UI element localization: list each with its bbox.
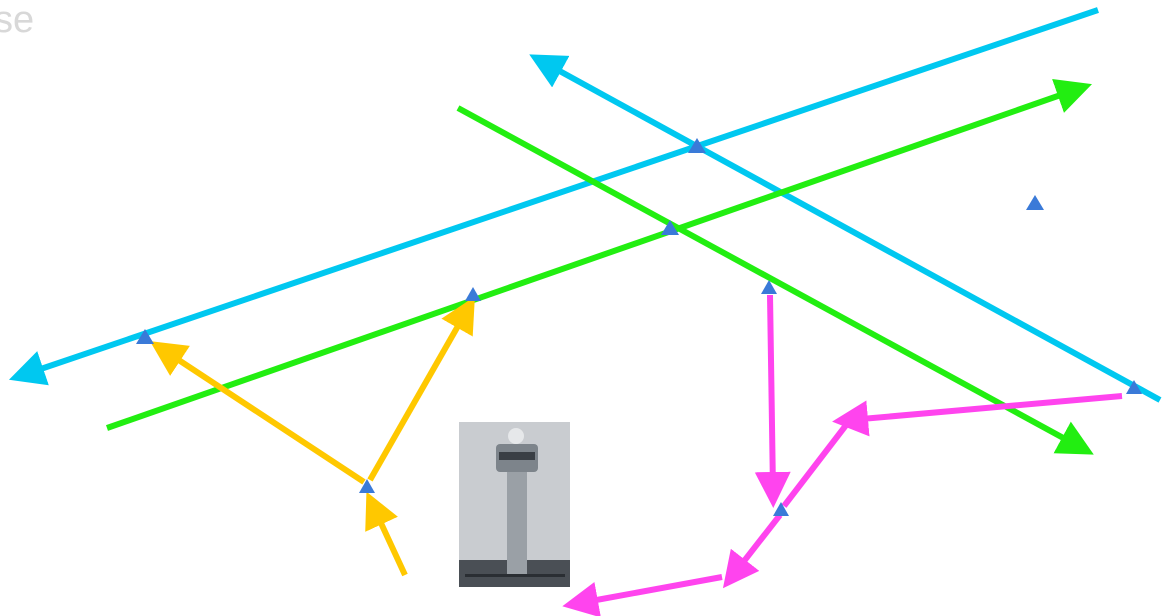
title: se bbox=[0, 0, 34, 41]
runway bbox=[8, 7, 1099, 386]
waypoint bbox=[465, 287, 481, 301]
waypoint bbox=[661, 220, 679, 235]
taxi-route bbox=[562, 574, 723, 616]
taxi-route bbox=[367, 296, 475, 482]
taxi-route bbox=[832, 393, 1123, 437]
routes bbox=[8, 7, 1162, 616]
taxi-route bbox=[365, 491, 408, 577]
taxi-route bbox=[754, 294, 791, 508]
tower-photo bbox=[459, 422, 570, 587]
waypoint bbox=[136, 329, 154, 344]
waypoint bbox=[1126, 380, 1142, 394]
runway bbox=[106, 78, 1092, 431]
waypoint bbox=[1026, 195, 1044, 210]
waypoint bbox=[761, 280, 777, 294]
runway bbox=[529, 54, 1162, 403]
runway bbox=[456, 105, 1094, 455]
taxi-route bbox=[781, 418, 853, 508]
waypoint bbox=[359, 479, 375, 493]
waypoints bbox=[136, 138, 1142, 516]
taxi-route bbox=[149, 341, 366, 485]
waypoint bbox=[773, 502, 789, 516]
taxi-route bbox=[722, 513, 783, 589]
waypoint bbox=[688, 138, 706, 153]
